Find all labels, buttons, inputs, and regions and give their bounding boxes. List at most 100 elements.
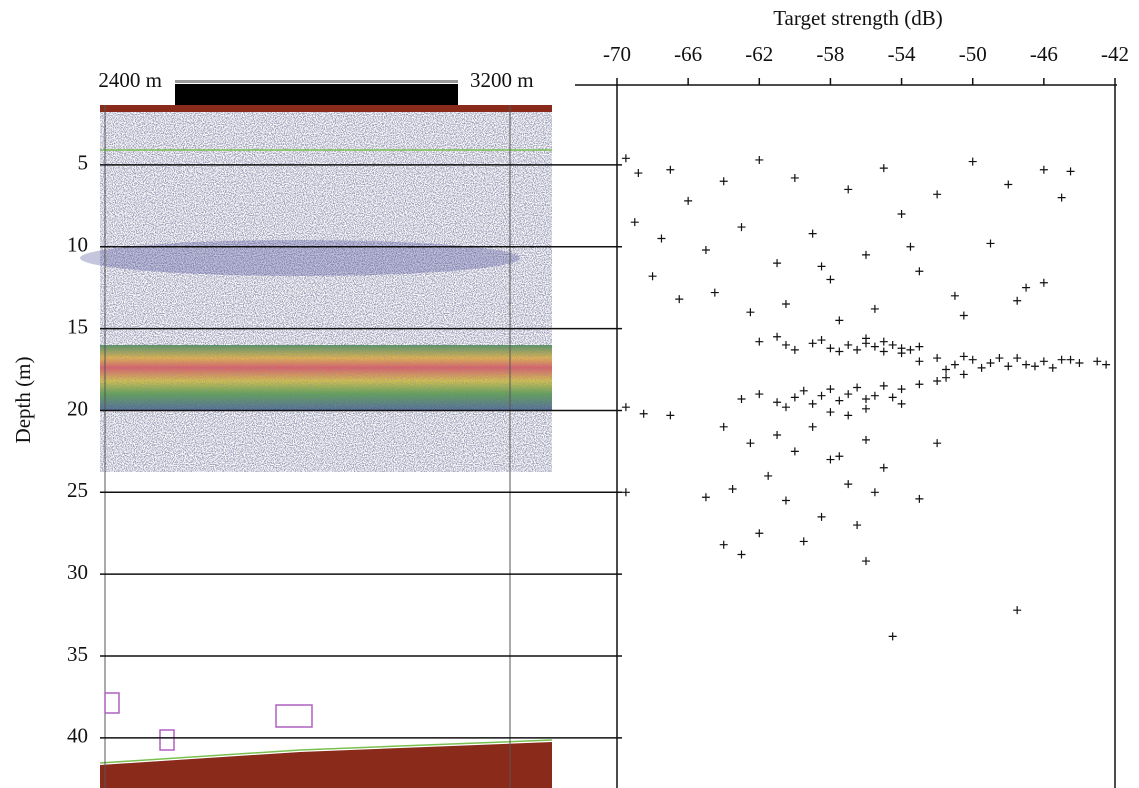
point	[1022, 360, 1031, 369]
point	[773, 398, 782, 407]
point	[666, 411, 675, 420]
point	[995, 354, 1004, 363]
point	[1039, 278, 1048, 287]
point	[621, 488, 630, 497]
point	[781, 496, 790, 505]
x-tick-label: -42	[1101, 42, 1129, 66]
y-axis-title: Depth (m)	[11, 357, 35, 444]
point	[915, 267, 924, 276]
point	[737, 223, 746, 232]
point	[634, 169, 643, 178]
point	[835, 396, 844, 405]
point	[862, 404, 870, 413]
y-tick-label: 40	[67, 724, 88, 748]
point	[657, 234, 666, 243]
point	[844, 390, 853, 399]
x-tick-label: -62	[745, 42, 773, 66]
point	[817, 262, 826, 271]
point	[817, 336, 826, 345]
point	[790, 447, 799, 456]
x-axis-title: Target strength (dB)	[773, 6, 943, 30]
point	[746, 308, 755, 317]
point	[808, 339, 817, 348]
point	[1075, 358, 1084, 367]
point	[1013, 354, 1022, 363]
x-tick-label: -58	[816, 42, 844, 66]
point	[684, 196, 693, 205]
point	[1013, 296, 1022, 305]
point	[968, 157, 977, 166]
point	[826, 344, 835, 353]
point	[648, 272, 657, 281]
point	[977, 363, 986, 372]
point	[817, 391, 826, 400]
point	[826, 408, 835, 417]
point	[879, 381, 888, 390]
point	[790, 393, 799, 402]
point	[879, 463, 888, 472]
point	[666, 165, 675, 174]
point	[817, 512, 826, 521]
y-tick-label: 15	[67, 314, 88, 338]
point	[1022, 283, 1031, 292]
point	[933, 354, 942, 363]
point	[950, 291, 959, 300]
point	[799, 537, 808, 546]
distance-label: 2400 m	[98, 68, 162, 92]
point	[701, 245, 710, 254]
point	[1057, 355, 1066, 364]
point	[773, 431, 782, 439]
point	[1057, 193, 1066, 202]
point	[826, 455, 835, 464]
point	[906, 345, 915, 354]
point	[737, 394, 746, 403]
point	[1102, 360, 1111, 369]
point	[870, 391, 879, 400]
point	[862, 250, 870, 259]
point	[862, 334, 870, 343]
point	[870, 342, 879, 351]
point	[915, 494, 924, 503]
axes	[575, 84, 1117, 788]
point	[639, 409, 648, 418]
point	[808, 229, 817, 238]
point	[835, 347, 844, 356]
distance-label: 3200 m	[470, 68, 534, 92]
y-tick-label: 10	[67, 233, 88, 257]
point	[835, 452, 844, 461]
point	[897, 349, 906, 358]
y-tick-label: 25	[67, 478, 88, 502]
point	[862, 435, 870, 444]
point	[959, 352, 968, 361]
point	[799, 386, 808, 395]
point	[1066, 167, 1075, 176]
point	[968, 355, 977, 364]
point	[844, 340, 853, 349]
point	[808, 422, 817, 431]
point	[746, 439, 755, 448]
point	[755, 337, 764, 346]
point	[853, 383, 862, 392]
point	[675, 295, 684, 304]
point	[844, 411, 853, 420]
point	[781, 403, 790, 412]
point	[897, 399, 906, 408]
point	[781, 340, 790, 349]
point	[942, 373, 951, 382]
y-tick-label: 30	[67, 560, 88, 584]
point	[719, 177, 728, 186]
point	[826, 275, 835, 284]
point	[737, 550, 746, 559]
point	[781, 300, 790, 309]
point	[888, 632, 897, 641]
point	[844, 185, 853, 194]
y-tick-label: 20	[67, 396, 88, 420]
point	[897, 209, 906, 218]
point	[728, 485, 737, 494]
point	[1004, 180, 1013, 189]
x-tick-label: -66	[674, 42, 702, 66]
point	[853, 521, 862, 530]
y-tick-label: 35	[67, 642, 88, 666]
point	[790, 345, 799, 354]
point	[719, 540, 728, 549]
